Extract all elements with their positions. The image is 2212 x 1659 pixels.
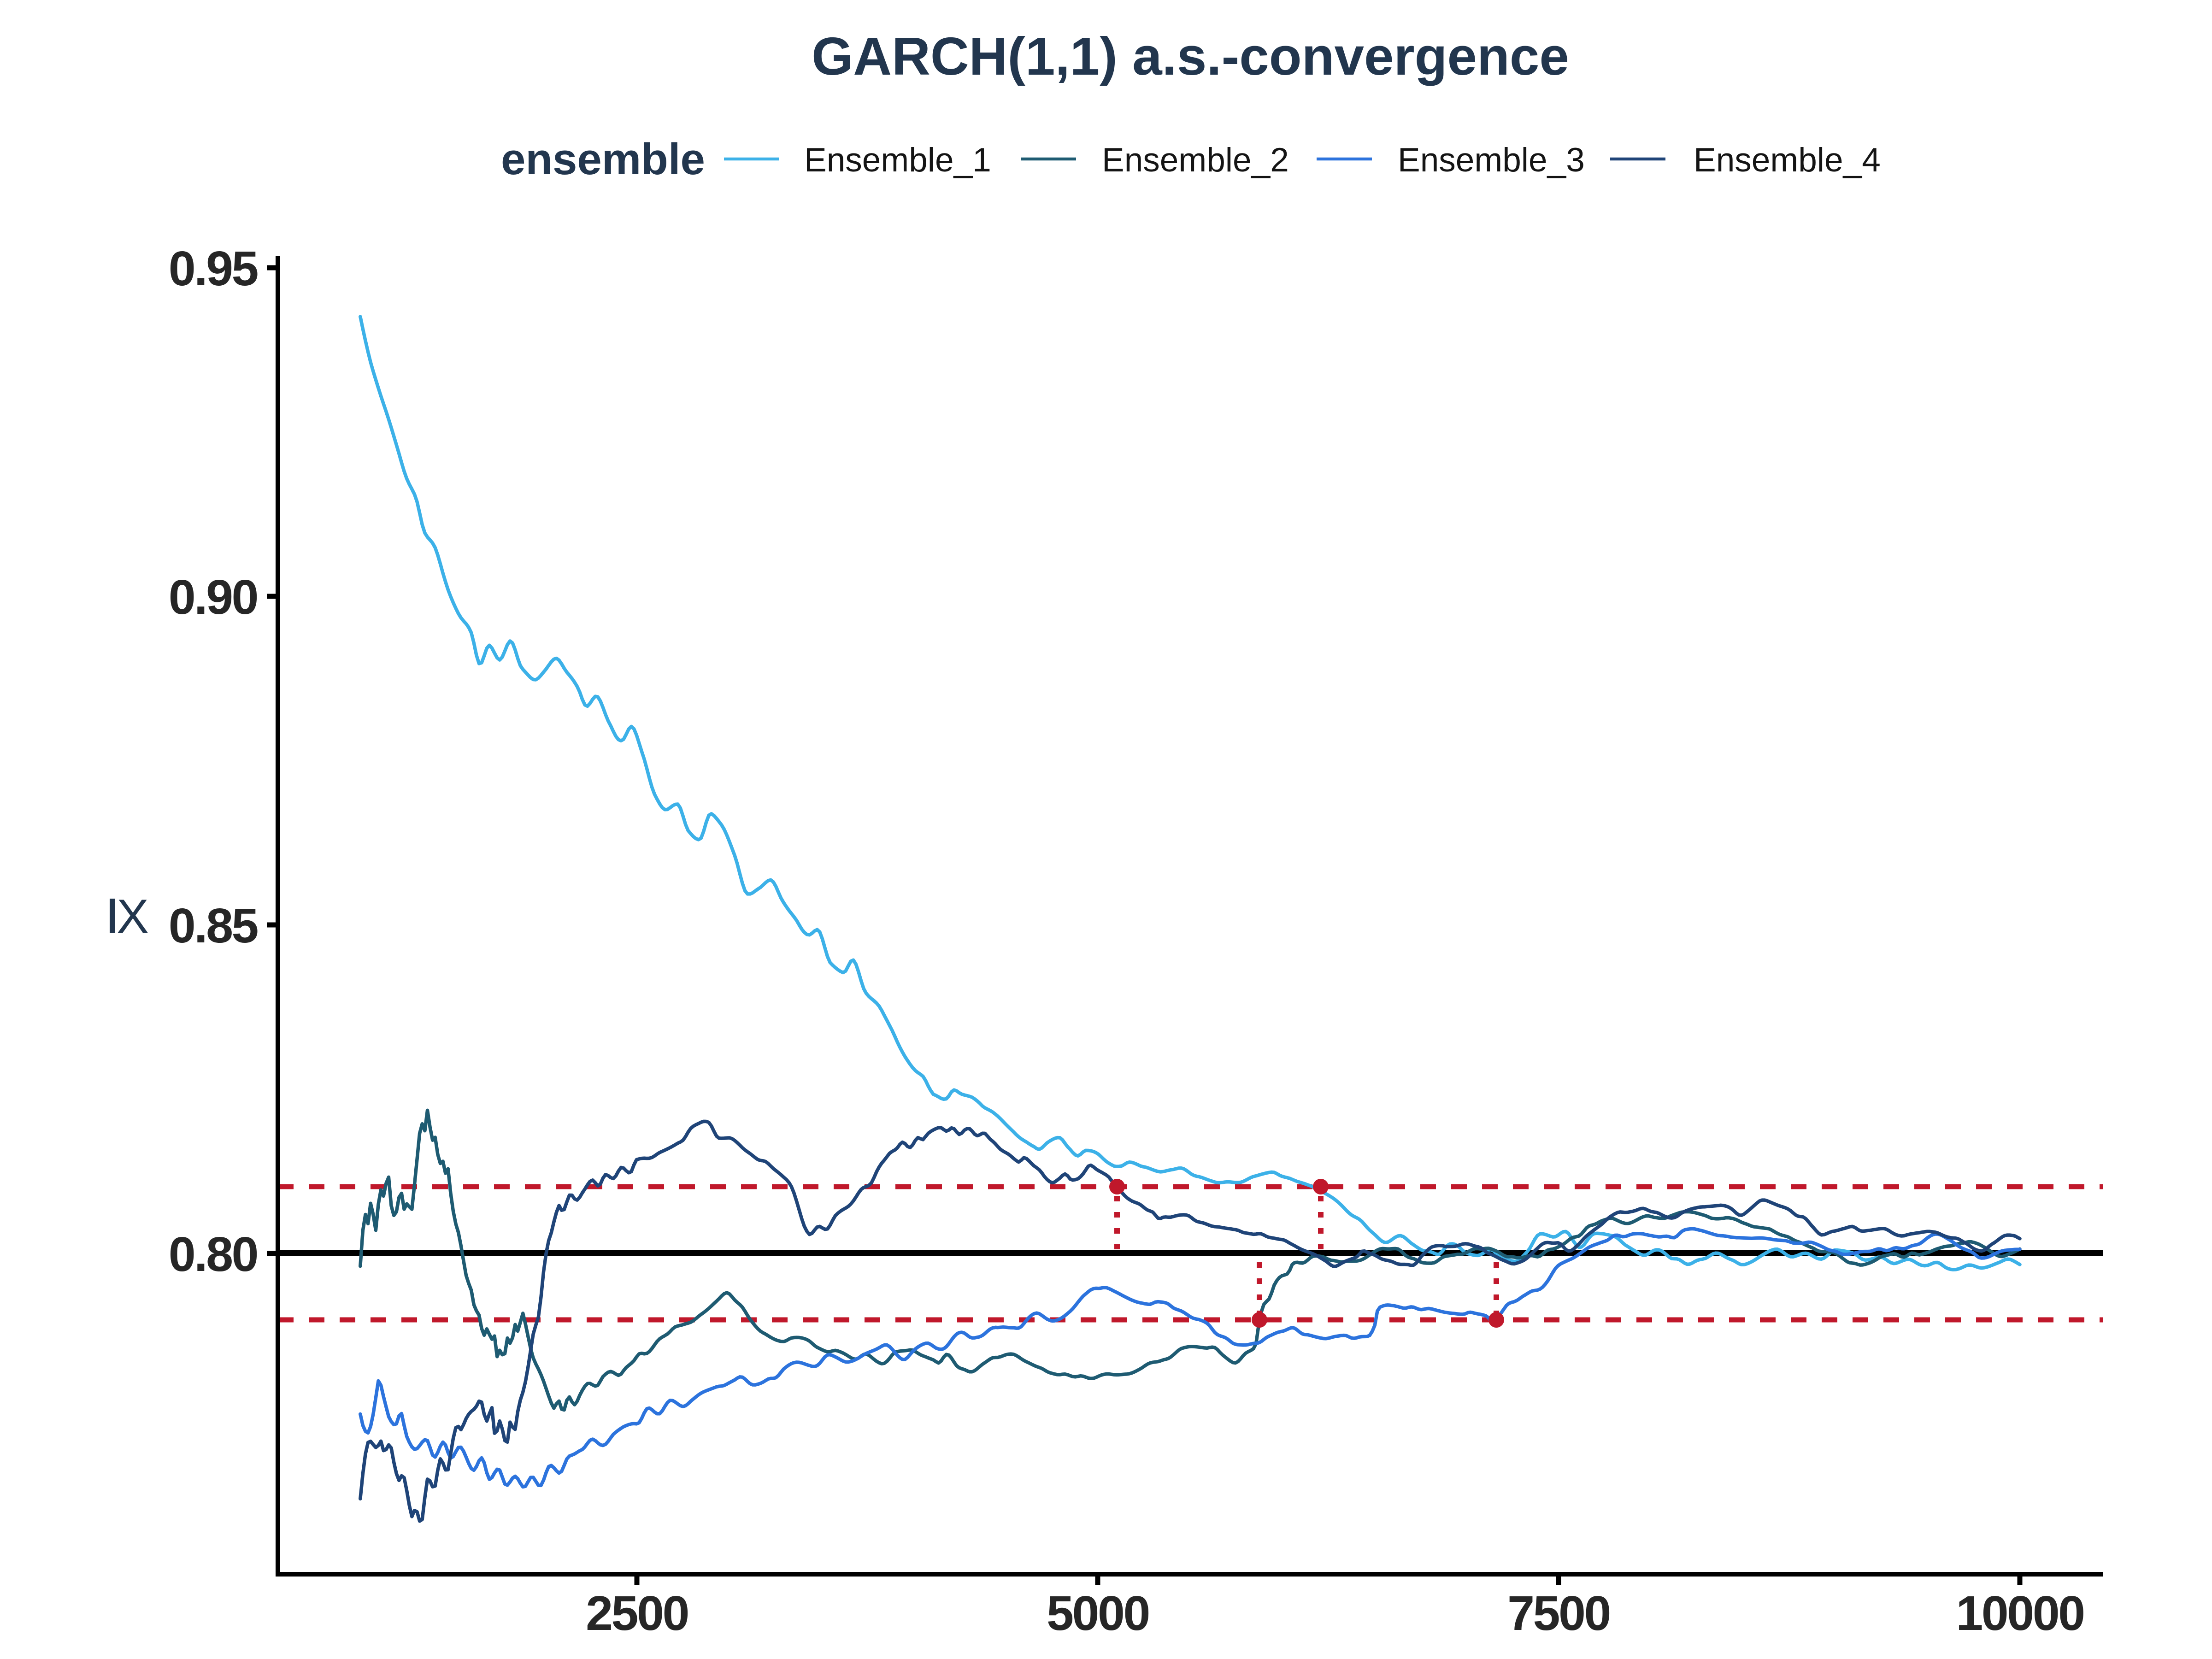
- svg-text:GARCH(1,1) a.s.-convergence: GARCH(1,1) a.s.-convergence: [812, 26, 1569, 86]
- svg-text:0.90: 0.90: [169, 570, 257, 624]
- svg-text:X: X: [117, 890, 148, 943]
- svg-text:Ensemble_1: Ensemble_1: [804, 141, 991, 179]
- svg-text:Ensemble_3: Ensemble_3: [1398, 141, 1585, 179]
- svg-text:2500: 2500: [586, 1586, 688, 1641]
- svg-text:0.80: 0.80: [169, 1227, 257, 1282]
- svg-text:5000: 5000: [1047, 1586, 1149, 1641]
- svg-text:0.95: 0.95: [169, 241, 258, 296]
- svg-text:0.85: 0.85: [169, 899, 258, 953]
- svg-text:10000: 10000: [1956, 1586, 2083, 1641]
- svg-text:Ensemble_2: Ensemble_2: [1102, 141, 1289, 179]
- svg-text:ensemble: ensemble: [501, 135, 705, 184]
- svg-text:Ensemble_4: Ensemble_4: [1694, 141, 1881, 179]
- svg-text:7500: 7500: [1507, 1586, 1610, 1641]
